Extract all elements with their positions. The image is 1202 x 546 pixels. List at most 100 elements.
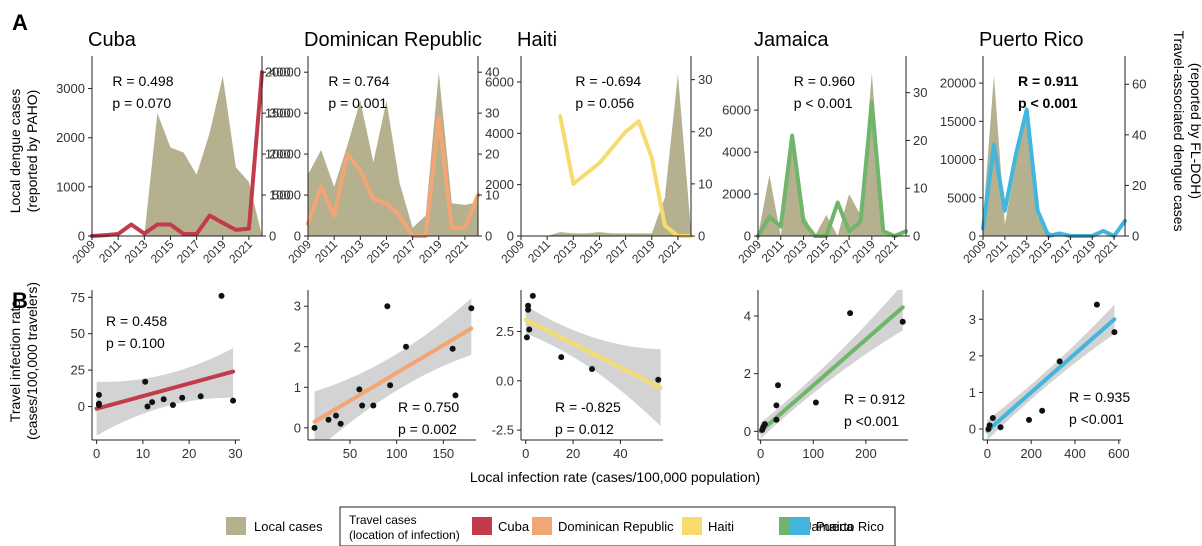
stats-r: R = 0.458 xyxy=(106,313,167,329)
y-tick-label: 1 xyxy=(969,385,976,400)
data-point xyxy=(95,391,102,398)
y-tick-label: 0.0 xyxy=(496,373,514,388)
data-point xyxy=(1026,416,1032,423)
data-point xyxy=(179,394,186,401)
x-tick-label: 2013 xyxy=(338,237,367,266)
data-point xyxy=(529,292,536,299)
left-tick-label: 15000 xyxy=(940,114,976,129)
x-tick-label: 2015 xyxy=(148,237,177,266)
x-tick-label: 2017 xyxy=(174,237,203,266)
data-point xyxy=(452,392,459,399)
row-a-ylabel-right-line2: (reported by FL-DOH) xyxy=(1188,63,1202,199)
legend-swatch-1 xyxy=(472,517,492,535)
panel-title: Puerto Rico xyxy=(979,29,1084,51)
x-tick-label: 2009 xyxy=(69,237,98,266)
right-tick-label: 30 xyxy=(485,106,499,121)
stats-p: p = 0.012 xyxy=(555,421,614,437)
left-tick-label: 0 xyxy=(969,229,976,244)
legend-travel-title-line1: Travel cases xyxy=(349,513,417,527)
stats-r: R = -0.825 xyxy=(555,399,621,415)
x-tick-label: 20 xyxy=(182,446,196,461)
left-tick-label: 10000 xyxy=(940,152,976,167)
data-point xyxy=(997,424,1004,431)
x-tick-label: 2015 xyxy=(804,237,833,266)
x-tick-label: 2015 xyxy=(364,237,393,266)
data-point xyxy=(655,376,662,383)
confidence-band xyxy=(314,298,472,440)
left-tick-label: 4000 xyxy=(722,145,751,160)
x-tick-label: 200 xyxy=(855,446,877,461)
data-point xyxy=(523,334,530,341)
data-point xyxy=(449,345,456,352)
left-tick-label: 1000 xyxy=(56,179,85,194)
right-tick-label: 0 xyxy=(698,229,705,244)
x-tick-label: 2013 xyxy=(122,237,151,266)
left-tick-label: 0 xyxy=(78,229,85,244)
legend-swatch-3 xyxy=(682,517,702,535)
data-point xyxy=(847,310,854,317)
legend-travel-box xyxy=(339,506,896,546)
y-tick-label: 75 xyxy=(71,290,85,305)
stats-r: R = 0.935 xyxy=(1069,389,1130,405)
data-point xyxy=(197,393,204,400)
x-tick-label: 2013 xyxy=(551,237,580,266)
x-tick-label: 2009 xyxy=(498,237,527,266)
legend-item-label: Haiti xyxy=(708,519,734,534)
data-point xyxy=(1056,358,1063,365)
x-tick-label: 200 xyxy=(1020,446,1042,461)
stats-r: R = 0.912 xyxy=(844,391,905,407)
data-point xyxy=(403,343,409,350)
x-tick-label: 0 xyxy=(93,446,100,461)
right-tick-label: 200 xyxy=(269,147,291,162)
x-tick-label: 30 xyxy=(228,446,242,461)
scatter-panel-1: 0 25 50 75 0 10 20 30 R = 0.458 p = 0.100 xyxy=(71,290,243,461)
row-b-ylabel-line2: (cases/100,000 travelers) xyxy=(24,282,40,440)
fit-line xyxy=(94,369,236,411)
stats-p: p = 0.056 xyxy=(575,95,634,111)
left-tick-label: 6000 xyxy=(722,103,751,118)
data-point xyxy=(1039,407,1046,414)
y-tick-label: 2 xyxy=(294,339,301,354)
travel-cases-line xyxy=(756,100,908,238)
y-tick-label: 0 xyxy=(294,420,301,435)
x-tick-label: 2015 xyxy=(577,237,606,266)
stats-p: p < 0.001 xyxy=(794,95,853,111)
left-tick-label: 2000 xyxy=(722,187,751,202)
right-tick-label: 0 xyxy=(485,229,492,244)
scatter-panel-3: -2.5 0.0 2.5 0 20 40 R = -0.825 p = 0.012 xyxy=(492,290,663,461)
x-tick-label: 2009 xyxy=(735,237,764,266)
data-point xyxy=(468,305,475,312)
x-tick-label: 2021 xyxy=(442,237,471,266)
data-point xyxy=(160,396,167,403)
data-point xyxy=(812,399,819,406)
row-a-ylabel-left-line2: (reported by PAHO) xyxy=(24,90,40,213)
x-tick-label: 2021 xyxy=(872,237,901,266)
left-tick-label: 6000 xyxy=(485,74,514,89)
legend-travel-title-line2: (location of infection) xyxy=(349,528,460,542)
row-b-xlabel: Local infection rate (cases/100,000 popu… xyxy=(470,469,760,485)
data-point xyxy=(526,326,533,333)
travel-cases-line xyxy=(90,70,264,238)
stats-p: p = 0.070 xyxy=(112,95,171,111)
right-tick-label: 0 xyxy=(269,229,276,244)
y-tick-label: 0 xyxy=(969,422,976,437)
x-tick-label: 2017 xyxy=(1048,237,1077,266)
data-point xyxy=(142,378,149,385)
x-tick-label: 2011 xyxy=(525,237,553,265)
legend-swatch-5 xyxy=(790,517,810,535)
x-tick-label: 150 xyxy=(432,446,454,461)
fit-line xyxy=(758,305,905,434)
data-point xyxy=(986,422,993,429)
data-point xyxy=(558,354,565,361)
data-point xyxy=(95,402,102,409)
y-tick-label: 2 xyxy=(744,366,751,381)
x-tick-label: 0 xyxy=(757,446,764,461)
data-point xyxy=(773,402,780,409)
stats-r: R = 0.960 xyxy=(794,73,855,89)
data-point xyxy=(525,306,532,313)
legend-item-label: Jamaica xyxy=(805,519,854,534)
x-tick-label: 2019 xyxy=(200,237,229,266)
data-point xyxy=(230,397,237,404)
x-tick-label: 2019 xyxy=(629,237,658,266)
x-tick-label: 2011 xyxy=(96,237,124,265)
